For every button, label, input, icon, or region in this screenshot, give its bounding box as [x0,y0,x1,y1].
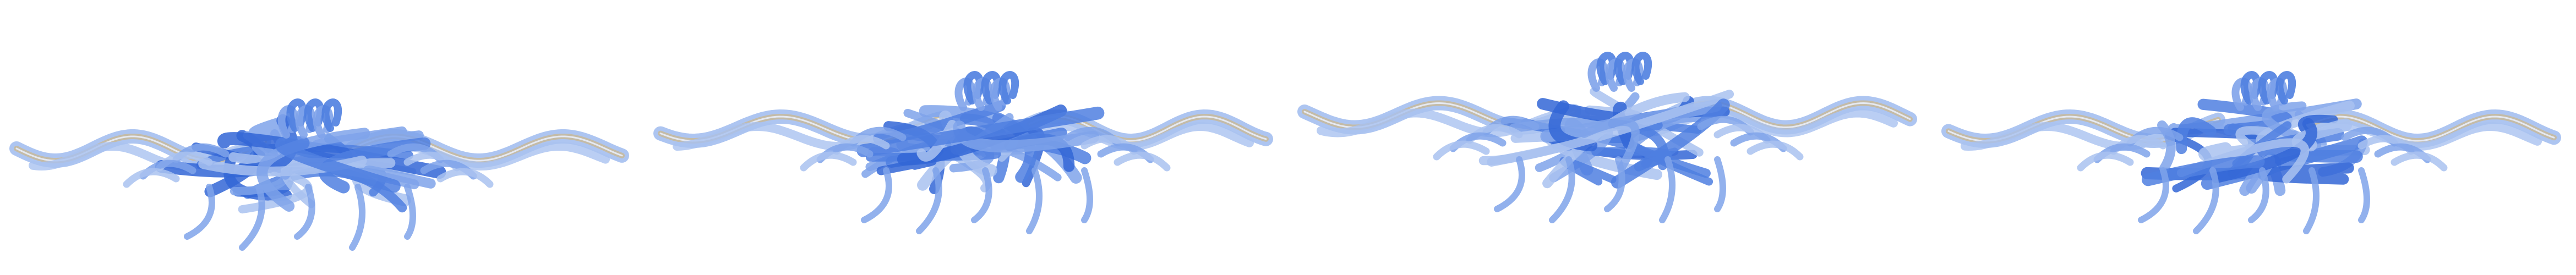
lower-strand [184,184,215,240]
molecule-render-2 [653,71,1273,234]
domain-ribbon [363,165,436,189]
top-lobe-ribbon [1631,52,1652,85]
lower-strand [861,167,892,223]
domain-ribbon [256,128,370,212]
domain-ribbon [2176,117,2217,155]
lower-strand [294,184,315,240]
top-lobe-ribbon [2275,71,2296,105]
lower-strand [1714,156,1726,212]
structure-view-4 [1932,0,2576,275]
side-flare-ribbon [436,168,494,188]
lower-strand [2193,167,2219,234]
side-flare-ribbon [123,168,180,188]
lower-strand [1081,167,1093,223]
side-flare-ribbon [2391,151,2448,172]
side-flare-ribbon [800,151,857,172]
lower-strand [971,167,992,223]
domain-ribbon [2211,118,2317,183]
lower-strand [916,167,942,234]
side-flare-ribbon [1114,151,1171,172]
domain-ribbon [872,100,1006,144]
top-lobe-ribbon [998,71,1019,105]
domain-ribbon [1611,98,1730,189]
molecule-render-4 [1941,71,2561,234]
lower-strand [2138,167,2169,223]
domain-ribbon [1478,90,1734,166]
ribbon-group [1297,52,1917,223]
lower-strand [1659,156,1676,223]
lower-strand [1494,156,1525,212]
lower-strand [2358,167,2370,223]
structure-view-2 [644,0,1288,275]
structure-view-1 [0,0,644,275]
lower-strand [1604,156,1625,212]
molecule-render-1 [9,98,629,251]
side-flare-ribbon [1747,140,1804,161]
domain-ribbon [1580,118,1640,171]
lower-strand [2248,167,2269,223]
lower-strand [1549,156,1575,223]
helix-arm-highlight [2305,116,2555,142]
lower-strand [1026,167,1043,234]
lower-strand [404,184,416,240]
structure-view-3 [1288,0,1932,275]
domain-ribbon [856,106,1105,157]
ribbon-group [9,98,629,251]
side-flare-ribbon [2077,151,2134,172]
side-flare-ribbon [1433,140,1490,161]
domain-ribbon [2257,162,2354,185]
lower-strand [349,184,365,251]
lower-strand [239,184,265,251]
top-lobe-ribbon [321,98,342,132]
molecule-render-3 [1297,52,1917,223]
lower-strand [2303,167,2320,234]
ribbon-group [653,71,1273,234]
domain-ribbon [275,136,401,193]
helix-arm-secondary [1317,108,1590,138]
domain-ribbon [2176,138,2310,184]
ribbon-group [1941,71,2561,234]
